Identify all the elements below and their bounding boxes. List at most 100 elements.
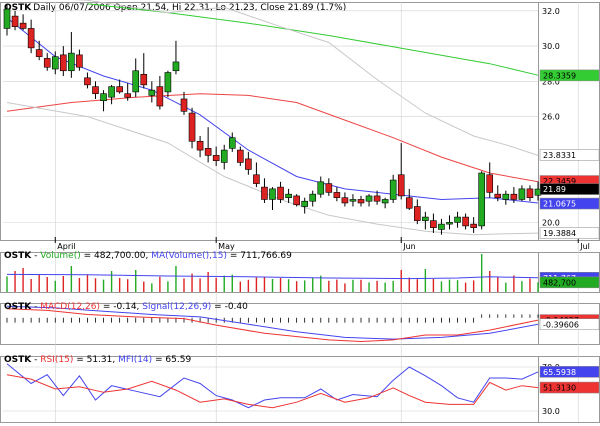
candle-up (381, 199, 389, 204)
candle-down (180, 98, 188, 112)
price-tick-label: 26.0 (542, 113, 560, 122)
price-value-tag: 23.8331 (543, 151, 576, 160)
candle-up (172, 61, 180, 72)
candle-down (325, 183, 333, 193)
legend-run: OSTK (4, 251, 32, 261)
candle-up (518, 188, 526, 200)
candle-up (478, 172, 485, 227)
candle-down (124, 93, 131, 98)
legend-run: = 51.31, (73, 355, 118, 365)
candle-down (19, 22, 27, 29)
price-value-tag-bg (539, 69, 600, 82)
candle-up (389, 179, 397, 200)
price-value-tag: 21.0675 (543, 200, 576, 209)
macd-panel (6, 305, 539, 343)
price-value-tag: 21.89 (543, 185, 566, 194)
legend-run: - (31, 251, 40, 261)
rsi-value-tag-bg (539, 381, 600, 394)
candle-down (116, 86, 123, 93)
candle-up (301, 200, 308, 207)
legend-run: = -0.40 (211, 302, 248, 312)
candle-down (140, 73, 148, 86)
legend-run: = 65.59 (152, 355, 191, 365)
month-label: Jul (579, 242, 590, 251)
candle-up (269, 188, 276, 200)
candle-down (470, 223, 477, 228)
candle-down (333, 192, 341, 198)
candle-down (341, 197, 349, 204)
candle-down (76, 54, 83, 68)
legend-run: = 711,766.69 (227, 251, 292, 261)
candle-up (317, 181, 325, 195)
price-panel: 32.0 30.0 28.0 26.0 20.0 April May Jun Jul (3, 0, 590, 251)
candle-up (502, 193, 510, 200)
month-label: Jun (402, 242, 416, 251)
price-tick-label: 32.0 (542, 7, 560, 16)
price-tick-label: 30.0 (542, 42, 560, 51)
price-value-tag-bg (539, 227, 600, 239)
candle-down (27, 28, 35, 49)
candle-down (43, 58, 51, 68)
legend-run: MACD(12,26) (40, 302, 100, 312)
ma-fast-line (6, 17, 539, 204)
price-value-tag-bg (539, 183, 600, 195)
legend-layer: OSTK - Volume() = 482,700.00, MA(Volume(… (4, 251, 292, 365)
candle-up (68, 52, 75, 72)
rsi-value-tag: 65.5938 (543, 368, 576, 377)
candle-down (430, 220, 437, 228)
price-value-tag: 19.3884 (543, 229, 576, 238)
ma-mid-line (6, 93, 539, 183)
volume-legend: OSTK - Volume() = 482,700.00, MA(Volume(… (4, 251, 292, 261)
candle-down (357, 199, 365, 204)
volume-panel (6, 254, 539, 292)
macd-line (6, 308, 539, 343)
candle-down (156, 86, 164, 107)
candle-up (309, 193, 317, 202)
candle-down (397, 174, 405, 197)
legend-run: Volume() (40, 251, 81, 261)
candle-up (349, 199, 357, 202)
volume-value-tag-bg (539, 276, 600, 289)
candle-up (454, 216, 461, 223)
candle-up (148, 89, 156, 96)
candle-down (188, 112, 196, 142)
candle-down (486, 174, 494, 193)
mfi-line (6, 363, 539, 409)
price-value-tag-bg (539, 197, 600, 210)
legend-run: OSTK (4, 355, 32, 365)
month-label: May (218, 242, 235, 251)
rsi-tick-label: 30.0 (542, 407, 560, 416)
candle-up (108, 86, 115, 98)
candle-down (196, 140, 204, 151)
candle-down (414, 206, 421, 221)
candle-down (84, 77, 91, 86)
candle-up (3, 8, 11, 29)
candle-down (373, 195, 381, 202)
candle-down (60, 54, 67, 72)
ma-slow-line (87, 3, 539, 76)
legend-run: OSTK (4, 302, 32, 312)
legend-run: - (31, 355, 40, 365)
rsi-legend: OSTK - RSI(15) = 51.31, MFI(14) = 65.59 (4, 355, 191, 365)
candle-up (132, 70, 140, 93)
candle-up (51, 56, 59, 70)
candle-down (35, 49, 43, 57)
price-tick-label: 28.0 (542, 77, 560, 86)
rsi-value-tag: 51.3130 (543, 384, 576, 393)
candle-up (438, 223, 445, 230)
candle-down (204, 148, 212, 156)
candle-down (405, 197, 413, 209)
candle-down (526, 188, 534, 198)
price-value-tag: 22.3459 (543, 177, 576, 186)
bollinger-upper-line (71, 0, 539, 156)
volume-ma-line (6, 273, 539, 280)
rsi-value-tag-bg (539, 366, 600, 378)
legend-run: MA(Volume(),15) (151, 251, 227, 261)
candle-down (510, 193, 518, 200)
candle-down (293, 195, 300, 206)
candle-down (11, 15, 19, 27)
macd-legend: OSTK - MACD(12,26) = -0.14, Signal(12,26… (4, 302, 248, 312)
legend-run: = 482,700.00, (81, 251, 152, 261)
